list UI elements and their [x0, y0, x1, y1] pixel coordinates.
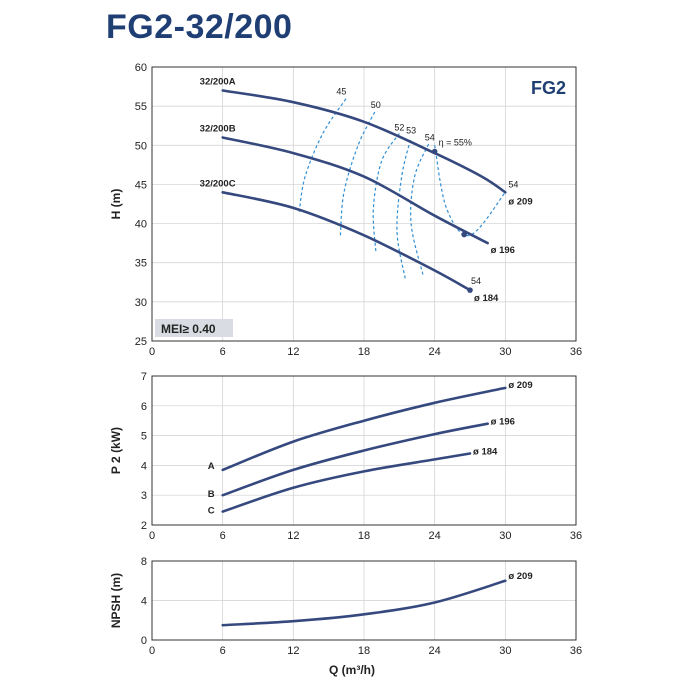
operating-point-marker: [431, 148, 438, 155]
efficiency-label: 53: [406, 125, 416, 135]
head-x-tick-label: 24: [429, 346, 441, 358]
head-series-curve: [221, 136, 489, 245]
power-x-tick-label: 6: [220, 530, 226, 542]
head-series-curve: [221, 89, 507, 194]
head-impeller-diameter-label: ø 209: [508, 196, 532, 207]
efficiency-label: 52: [394, 123, 404, 133]
power-y-tick-label: 4: [141, 460, 147, 472]
head-series-curve: [221, 191, 472, 292]
head-series-name: 32/200A: [200, 76, 236, 87]
power-series-name: B: [208, 489, 215, 500]
head-y-tick-label: 30: [135, 297, 147, 309]
power-y-tick-label: 2: [141, 520, 147, 532]
power-series-curve: [221, 452, 472, 513]
head-y-tick-label: 25: [135, 336, 147, 348]
pump-family-label: FG2: [531, 78, 566, 98]
efficiency-label: 50: [371, 100, 381, 110]
efficiency-curve-4: [410, 143, 430, 275]
head-x-tick-label: 12: [287, 346, 299, 358]
npsh-x-axis-title: Q (m³/h): [329, 663, 375, 677]
head-y-tick-label: 50: [135, 140, 147, 152]
npsh-y-tick-label: 4: [141, 596, 147, 608]
head-end-efficiency-label: 54: [471, 276, 481, 286]
power-series-curve: [221, 386, 507, 472]
head-series-name: 32/200C: [200, 178, 236, 189]
head-y-tick-label: 35: [135, 258, 147, 270]
power-impeller-diameter-label: ø 209: [508, 380, 532, 391]
power-y-tick-label: 6: [141, 401, 147, 413]
npsh-x-tick-label: 12: [287, 645, 299, 657]
power-x-tick-label: 24: [429, 530, 441, 542]
npsh-impeller-diameter-label: ø 209: [508, 571, 532, 582]
npsh-y-tick-label: 8: [141, 556, 147, 568]
head-x-tick-label: 6: [220, 346, 226, 358]
head-series-name: 32/200B: [200, 123, 236, 134]
npsh-x-tick-label: 30: [499, 645, 511, 657]
head-impeller-diameter-label: ø 196: [491, 245, 515, 256]
efficiency-label: 54: [425, 133, 435, 143]
power-x-tick-label: 30: [499, 530, 511, 542]
head-panel: [151, 66, 577, 342]
npsh-x-tick-label: 36: [570, 645, 582, 657]
efficiency-label: η = 55%: [439, 137, 472, 147]
npsh-x-tick-label: 0: [149, 645, 155, 657]
npsh-x-tick-label: 18: [358, 645, 370, 657]
power-x-tick-label: 18: [358, 530, 370, 542]
power-y-axis-title: P 2 (kW): [109, 427, 123, 474]
operating-point-marker: [461, 231, 467, 238]
page-title: FG2-32/200: [106, 8, 293, 46]
head-impeller-diameter-label: ø 184: [474, 293, 499, 304]
npsh-x-tick-label: 6: [220, 645, 226, 657]
npsh-series-curve: [221, 579, 507, 627]
operating-point-marker: [467, 287, 473, 293]
head-y-tick-label: 45: [135, 179, 147, 191]
power-x-tick-label: 36: [570, 530, 582, 542]
power-y-tick-label: 7: [141, 371, 147, 383]
power-y-tick-label: 5: [141, 431, 147, 443]
npsh-panel: [151, 560, 577, 641]
head-x-tick-label: 36: [570, 346, 582, 358]
power-series-name: C: [208, 506, 215, 517]
mei-badge-bg: [155, 319, 233, 337]
head-x-tick-label: 0: [149, 346, 155, 358]
power-x-tick-label: 12: [287, 530, 299, 542]
mei-badge: MEI≥ 0.40: [161, 322, 216, 336]
power-panel: [151, 375, 577, 526]
head-end-efficiency-label: 54: [508, 179, 518, 189]
head-y-tick-label: 60: [135, 62, 147, 74]
efficiency-curve-0: [298, 97, 347, 212]
power-plot-frame: [151, 375, 577, 526]
power-impeller-diameter-label: ø 196: [491, 417, 515, 428]
npsh-y-tick-label: 0: [141, 635, 147, 647]
head-plot-frame: [151, 66, 577, 342]
power-series-name: A: [208, 461, 215, 472]
efficiency-label: 45: [336, 86, 346, 96]
head-x-tick-label: 18: [358, 346, 370, 358]
power-impeller-diameter-label: ø 184: [473, 446, 498, 457]
power-x-tick-label: 0: [149, 530, 155, 542]
npsh-x-tick-label: 24: [429, 645, 441, 657]
head-y-tick-label: 55: [135, 101, 147, 113]
npsh-y-axis-title: NPSH (m): [109, 573, 123, 628]
efficiency-curve-1: [339, 109, 377, 236]
npsh-plot-frame: [151, 560, 577, 641]
head-x-tick-label: 30: [499, 346, 511, 358]
power-y-tick-label: 3: [141, 490, 147, 502]
head-y-tick-label: 40: [135, 219, 147, 231]
head-y-axis-title: H (m): [109, 189, 123, 220]
power-series-curve: [221, 422, 489, 497]
